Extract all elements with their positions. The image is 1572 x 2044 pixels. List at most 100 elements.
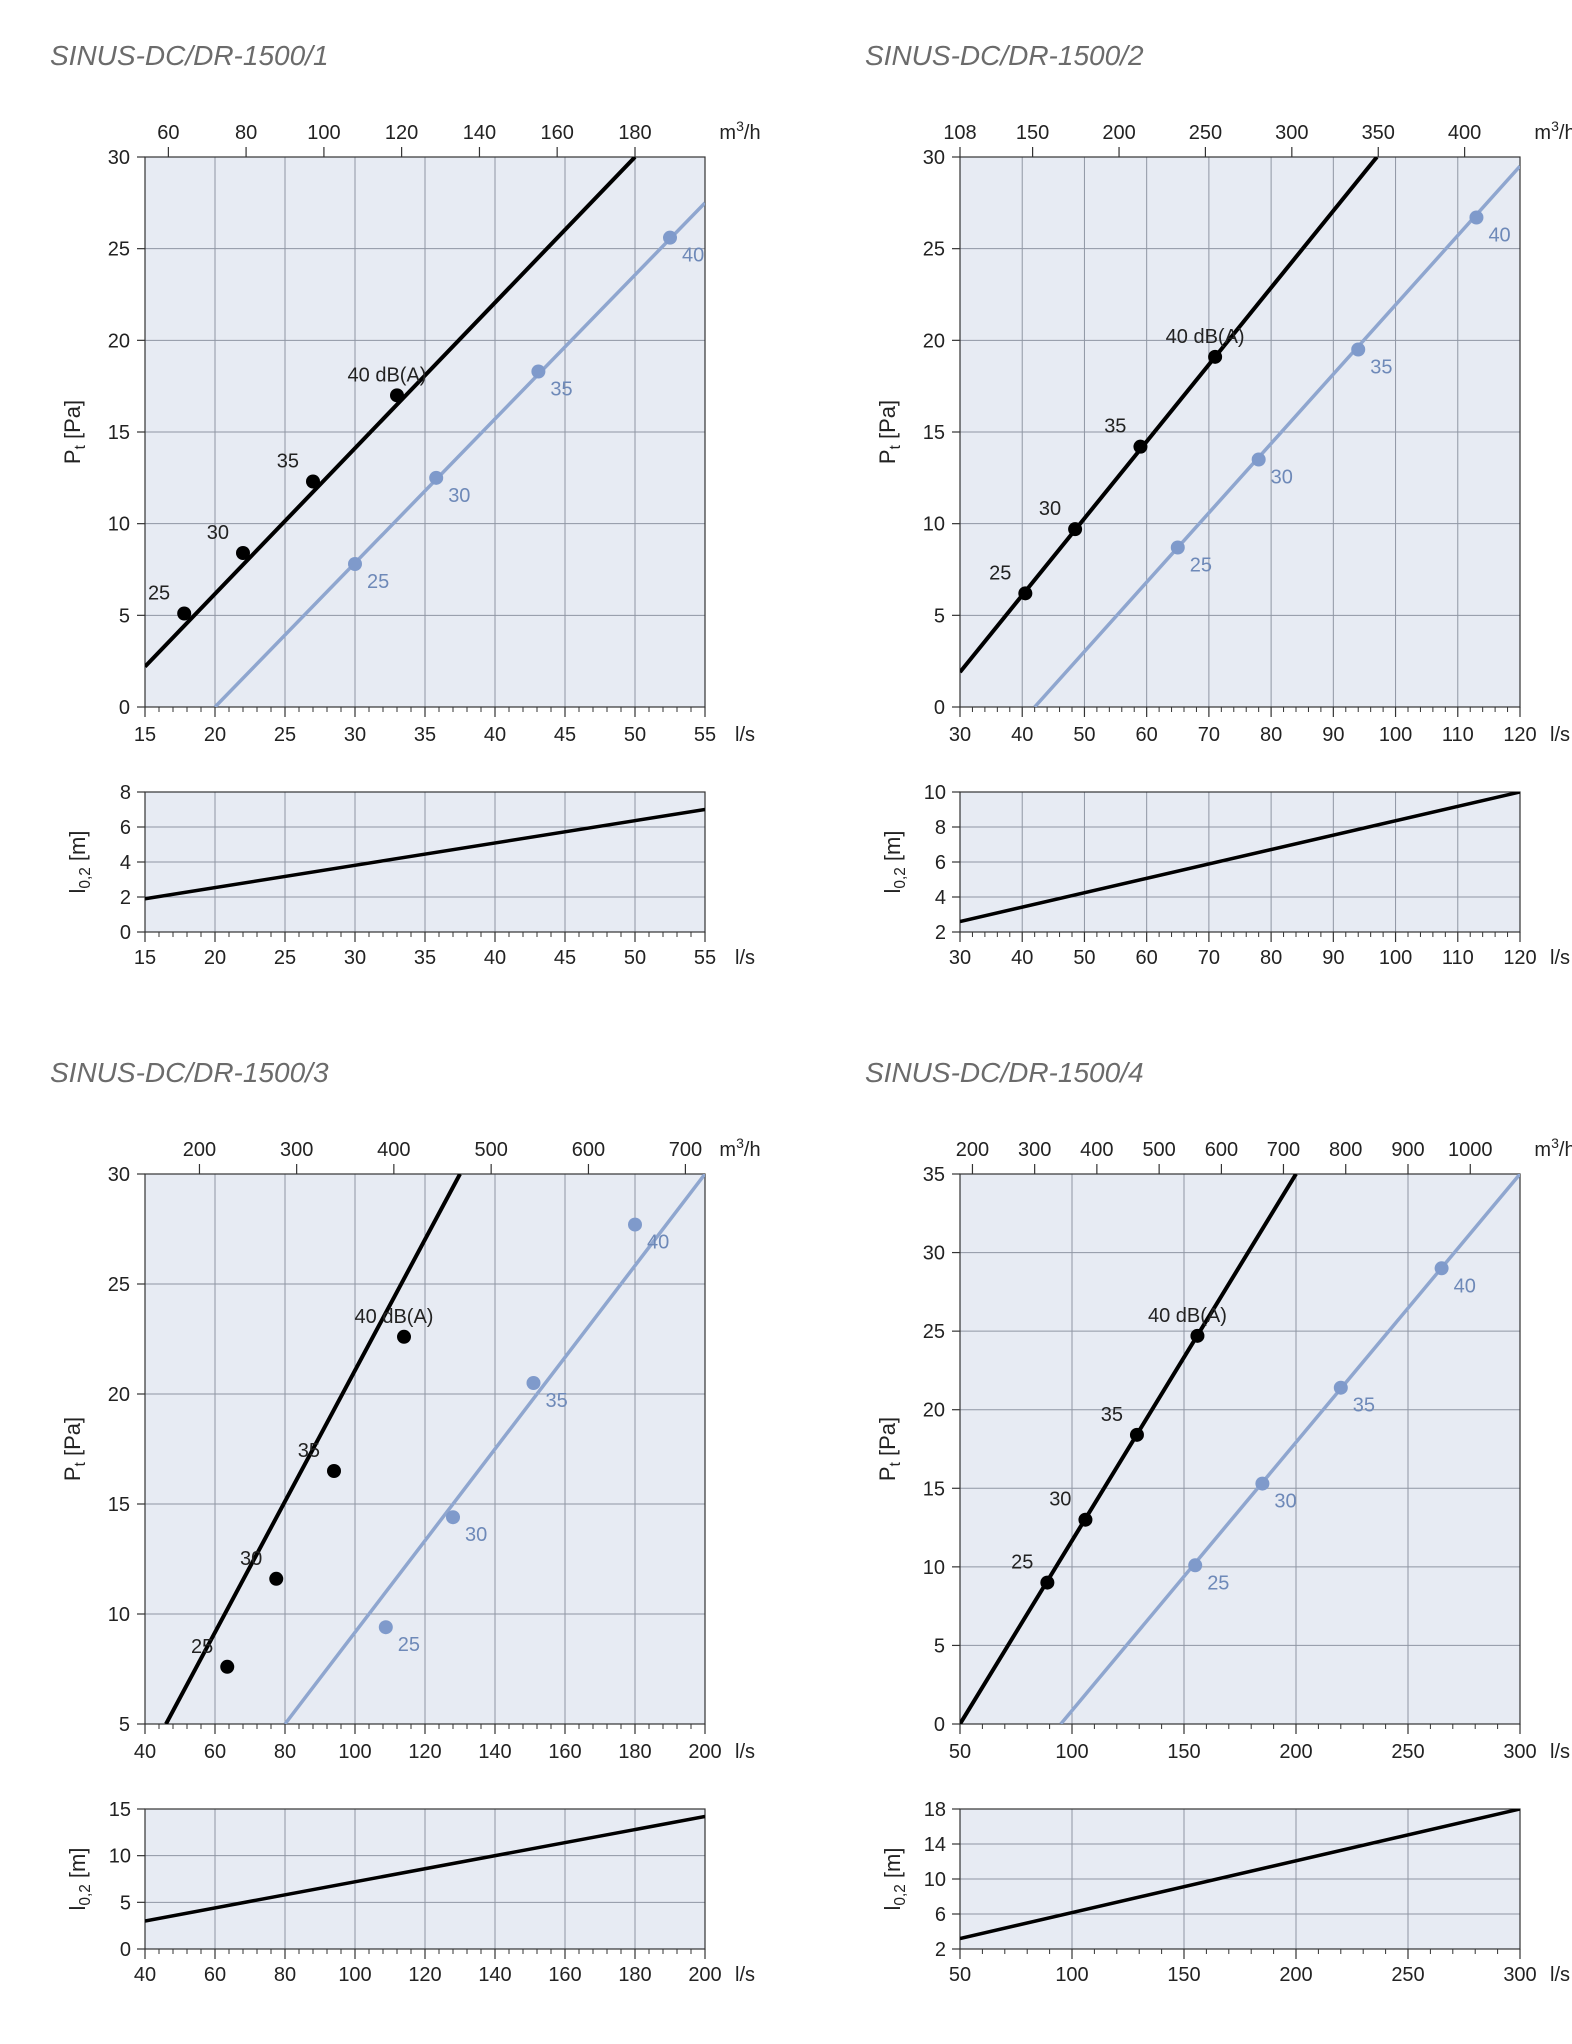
svg-text:25: 25	[367, 571, 389, 593]
svg-text:35: 35	[277, 451, 299, 473]
svg-text:300: 300	[280, 1139, 313, 1161]
svg-text:50: 50	[624, 724, 646, 746]
svg-text:l0,2 [m]: l0,2 [m]	[65, 1848, 94, 1911]
svg-text:70: 70	[1198, 724, 1220, 746]
svg-text:20: 20	[204, 947, 226, 969]
svg-text:l/s: l/s	[1550, 947, 1570, 969]
svg-text:80: 80	[274, 1741, 296, 1763]
svg-text:15: 15	[108, 1494, 130, 1516]
svg-text:25: 25	[923, 239, 945, 261]
svg-text:90: 90	[1322, 724, 1344, 746]
svg-text:500: 500	[474, 1139, 507, 1161]
svg-text:500: 500	[1142, 1139, 1175, 1161]
svg-text:800: 800	[1329, 1139, 1362, 1161]
svg-text:55: 55	[694, 947, 716, 969]
svg-text:80: 80	[1260, 947, 1282, 969]
svg-text:30: 30	[465, 1524, 487, 1546]
svg-text:250: 250	[1189, 122, 1222, 144]
svg-text:15: 15	[108, 422, 130, 444]
panel-title: SINUS-DC/DR-1500/2	[865, 40, 1572, 72]
svg-text:60: 60	[157, 122, 179, 144]
svg-text:30: 30	[923, 147, 945, 169]
svg-text:0: 0	[120, 922, 131, 944]
svg-text:40: 40	[134, 1741, 156, 1763]
svg-text:700: 700	[1267, 1139, 1300, 1161]
svg-text:40 dB(A): 40 dB(A)	[1166, 326, 1245, 348]
svg-text:100: 100	[307, 122, 340, 144]
svg-text:15: 15	[923, 422, 945, 444]
panel-title: SINUS-DC/DR-1500/1	[50, 40, 775, 72]
svg-text:25: 25	[274, 724, 296, 746]
svg-text:50: 50	[1073, 947, 1095, 969]
svg-text:400: 400	[1080, 1139, 1113, 1161]
svg-text:45: 45	[554, 724, 576, 746]
svg-text:120: 120	[1503, 947, 1536, 969]
svg-text:Pt [Pa]: Pt [Pa]	[60, 400, 89, 464]
svg-text:25: 25	[274, 947, 296, 969]
svg-text:l/s: l/s	[1550, 1964, 1570, 1986]
svg-text:40: 40	[647, 1232, 669, 1254]
chart-panel: SINUS-DC/DR-1500/34060801001201401601802…	[50, 1057, 775, 2004]
svg-text:Pt [Pa]: Pt [Pa]	[875, 400, 904, 464]
svg-text:200: 200	[688, 1741, 721, 1763]
svg-text:35: 35	[298, 1440, 320, 1462]
svg-text:120: 120	[1503, 724, 1536, 746]
svg-text:60: 60	[1136, 724, 1158, 746]
svg-text:160: 160	[548, 1964, 581, 1986]
svg-text:100: 100	[1055, 1964, 1088, 1986]
svg-text:25: 25	[191, 1636, 213, 1658]
svg-text:25: 25	[398, 1634, 420, 1656]
svg-text:5: 5	[934, 1635, 945, 1657]
svg-text:250: 250	[1391, 1964, 1424, 1986]
svg-text:l/s: l/s	[735, 724, 755, 746]
svg-text:100: 100	[338, 1741, 371, 1763]
svg-text:30: 30	[1039, 498, 1061, 520]
svg-text:50: 50	[1073, 724, 1095, 746]
svg-text:10: 10	[108, 514, 130, 536]
svg-text:40: 40	[1454, 1275, 1476, 1297]
svg-text:Pt [Pa]: Pt [Pa]	[60, 1417, 89, 1481]
svg-text:30: 30	[344, 947, 366, 969]
svg-text:35: 35	[1370, 357, 1392, 379]
svg-text:40: 40	[1488, 225, 1510, 247]
svg-text:25: 25	[148, 583, 170, 605]
svg-text:35: 35	[1353, 1395, 1375, 1417]
svg-text:120: 120	[408, 1964, 441, 1986]
svg-text:200: 200	[688, 1964, 721, 1986]
svg-text:l0,2 [m]: l0,2 [m]	[65, 831, 94, 894]
svg-text:35: 35	[414, 724, 436, 746]
svg-text:140: 140	[478, 1741, 511, 1763]
svg-text:100: 100	[1379, 947, 1412, 969]
svg-text:40: 40	[1011, 947, 1033, 969]
svg-text:600: 600	[572, 1139, 605, 1161]
svg-text:10: 10	[924, 782, 946, 804]
svg-text:2: 2	[935, 922, 946, 944]
svg-text:15: 15	[109, 1799, 131, 1821]
svg-text:35: 35	[414, 947, 436, 969]
svg-text:300: 300	[1503, 1964, 1536, 1986]
chart-grid: SINUS-DC/DR-1500/1152025303540455055l/s0…	[0, 0, 1572, 2044]
svg-text:l/s: l/s	[735, 1741, 755, 1763]
svg-text:50: 50	[949, 1964, 971, 1986]
svg-text:140: 140	[478, 1964, 511, 1986]
svg-text:60: 60	[1136, 947, 1158, 969]
svg-text:180: 180	[618, 1741, 651, 1763]
svg-text:150: 150	[1167, 1964, 1200, 1986]
svg-text:8: 8	[120, 782, 131, 804]
svg-text:250: 250	[1391, 1741, 1424, 1763]
svg-text:200: 200	[1279, 1741, 1312, 1763]
svg-text:110: 110	[1442, 724, 1474, 746]
svg-text:5: 5	[119, 605, 130, 627]
svg-text:400: 400	[377, 1139, 410, 1161]
chart-panel: SINUS-DC/DR-1500/450100150200250300l/s05…	[865, 1057, 1572, 2004]
svg-text:140: 140	[463, 122, 496, 144]
svg-text:40 dB(A): 40 dB(A)	[1148, 1305, 1227, 1327]
svg-text:20: 20	[108, 330, 130, 352]
svg-text:1000: 1000	[1448, 1139, 1493, 1161]
pressure-chart: 406080100120140160180200l/s51015202530Pt…	[50, 1119, 775, 1779]
svg-text:l/s: l/s	[1550, 1741, 1570, 1763]
svg-text:l/s: l/s	[735, 947, 755, 969]
svg-text:30: 30	[207, 522, 229, 544]
svg-text:30: 30	[1271, 467, 1293, 489]
svg-text:40: 40	[1011, 724, 1033, 746]
